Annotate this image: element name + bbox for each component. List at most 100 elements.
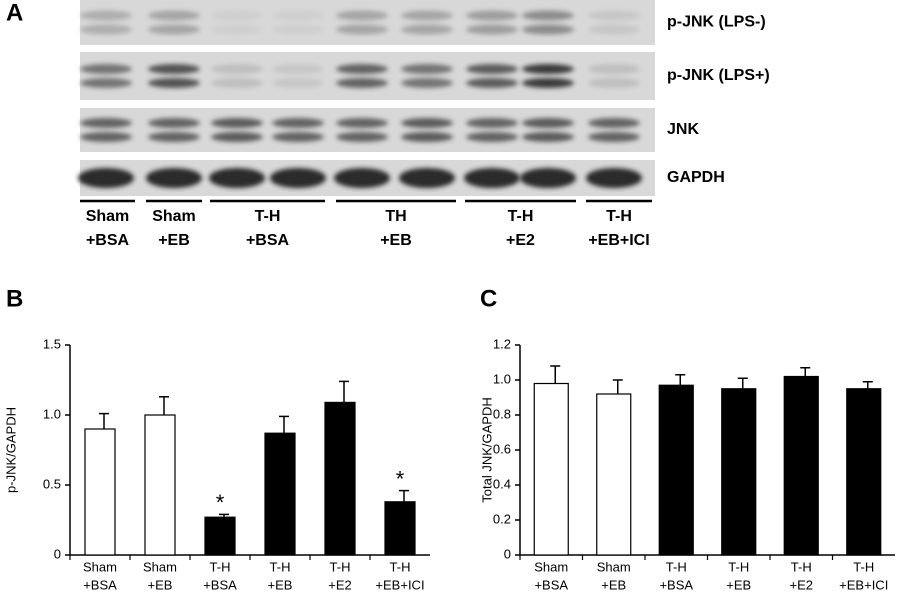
band: [148, 78, 200, 88]
band: [588, 78, 640, 88]
band: [399, 168, 455, 188]
x-tick-label: T-H: [791, 559, 812, 574]
blot-strip: [80, 52, 655, 100]
band: [466, 64, 518, 74]
bar: [144, 414, 176, 556]
band: [586, 168, 642, 188]
band: [336, 64, 388, 74]
x-tick-label: +BSA: [659, 577, 693, 592]
band: [211, 118, 263, 128]
y-tick-label: 0.4: [493, 476, 511, 491]
bar: [84, 428, 116, 556]
x-tick-label: +EB: [726, 577, 751, 592]
band: [211, 64, 263, 74]
bar: [721, 388, 757, 556]
band: [270, 168, 326, 188]
band: [466, 24, 518, 35]
blot-row-label: p-JNK (LPS+): [667, 67, 770, 84]
band: [588, 24, 640, 35]
band: [148, 64, 200, 74]
blot-row-label: JNK: [667, 121, 699, 138]
group-label: +E2: [506, 232, 535, 249]
band: [272, 132, 324, 142]
x-tick-label: +EB+ICI: [839, 577, 888, 592]
group-label: T-H: [255, 208, 281, 225]
group-label: Sham: [86, 208, 130, 225]
band: [80, 78, 132, 88]
band: [522, 24, 574, 35]
band: [401, 118, 453, 128]
blot-strip: [80, 0, 655, 45]
y-tick-label: 1.0: [43, 406, 61, 421]
group-label: +BSA: [86, 232, 130, 249]
y-axis-label: p-JNK/GAPDH: [3, 407, 18, 493]
x-tick-label: T-H: [666, 559, 687, 574]
band: [588, 118, 640, 128]
blot: p-JNK (LPS-) p-JNK (LPS+) JNK GAPDH Sham +BSA…: [78, 0, 770, 249]
band: [522, 10, 574, 21]
band: [588, 64, 640, 74]
blot-strip: [80, 108, 655, 152]
blot-row-label: GAPDH: [667, 169, 725, 186]
x-tick-label: +BSA: [534, 577, 568, 592]
x-tick-label: Sham: [83, 559, 117, 574]
y-tick-label: 0.8: [493, 406, 511, 421]
blot-row-label: p-JNK (LPS-): [667, 14, 766, 31]
bar: [846, 388, 882, 556]
bar: [384, 501, 416, 556]
x-tick-label: +E2: [328, 577, 352, 592]
x-tick-label: T-H: [390, 559, 411, 574]
bar: [324, 401, 356, 556]
band: [466, 118, 518, 128]
x-tick-label: Sham: [597, 559, 631, 574]
band: [148, 118, 200, 128]
band: [80, 132, 132, 142]
band: [522, 78, 574, 88]
x-tick-label: +BSA: [203, 577, 237, 592]
band: [209, 168, 265, 188]
band: [588, 132, 640, 142]
band: [466, 132, 518, 142]
band: [336, 24, 388, 35]
panel-label: A: [6, 0, 23, 26]
bar: [204, 516, 236, 556]
x-tick-label: +BSA: [83, 577, 117, 592]
band: [272, 10, 324, 21]
bar: [264, 432, 296, 556]
band: [520, 168, 576, 188]
group-label: T-H: [508, 208, 534, 225]
y-tick-label: 1.5: [43, 336, 61, 351]
y-tick-label: 0.5: [43, 476, 61, 491]
x-tick-label: Sham: [143, 559, 177, 574]
band: [272, 24, 324, 35]
band: [401, 64, 453, 74]
x-tick-label: +EB: [601, 577, 626, 592]
bar: [658, 384, 694, 556]
y-tick-label: 0: [54, 546, 61, 561]
band: [146, 168, 202, 188]
group-label: +BSA: [246, 232, 290, 249]
band: [522, 132, 574, 142]
significance-marker: *: [396, 466, 405, 491]
band: [272, 78, 324, 88]
x-tick-label: T-H: [210, 559, 231, 574]
bar: [533, 382, 569, 556]
band: [80, 10, 132, 21]
band: [211, 132, 263, 142]
panel-label: B: [6, 285, 23, 312]
band: [336, 78, 388, 88]
band: [336, 118, 388, 128]
band: [80, 118, 132, 128]
band: [211, 10, 263, 21]
band: [588, 10, 640, 21]
band: [211, 78, 263, 88]
x-tick-label: T-H: [330, 559, 351, 574]
y-tick-label: 1.0: [493, 371, 511, 386]
band: [148, 132, 200, 142]
band: [148, 10, 200, 21]
band: [336, 132, 388, 142]
x-tick-label: T-H: [728, 559, 749, 574]
band: [401, 10, 453, 21]
y-tick-label: 0.2: [493, 511, 511, 526]
